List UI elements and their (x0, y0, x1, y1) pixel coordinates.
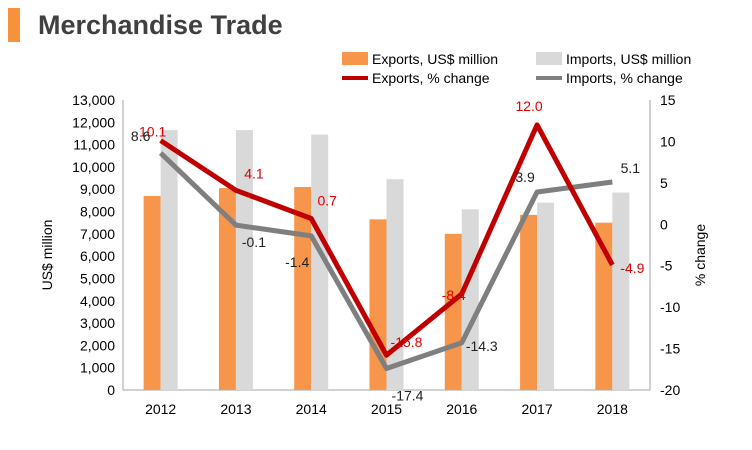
exports-bar (143, 195, 161, 390)
y-tick-label: 6,000 (80, 248, 115, 264)
y2-tick-label: 15 (660, 92, 676, 108)
exports-change-label: -4.9 (620, 260, 644, 276)
legend-label-exports-bar: Exports, US$ million (372, 51, 498, 67)
legend-label-imports-line: Imports, % change (566, 70, 683, 86)
imports-change-label: -0.1 (242, 234, 266, 250)
exports-change-label: -8.4 (442, 287, 466, 303)
x-tick-label: 2017 (521, 401, 552, 417)
y-tick-label: 13,000 (72, 92, 115, 108)
y-tick-label: 11,000 (73, 137, 115, 153)
x-tick-label: 2013 (220, 401, 251, 417)
y-tick-label: 5,000 (80, 270, 115, 286)
x-tick-label: 2018 (597, 401, 628, 417)
y-tick-label: 1,000 (80, 360, 115, 376)
page-title: Merchandise Trade (38, 10, 283, 40)
y2-tick-label: 10 (660, 133, 676, 149)
y2-tick-label: -15 (660, 341, 680, 357)
y-tick-label: 0 (107, 382, 115, 398)
imports-bar (386, 179, 404, 390)
legend-label-exports-line: Exports, % change (372, 70, 490, 86)
legend-label-imports-bar: Imports, US$ million (566, 51, 691, 67)
imports-bar (612, 192, 630, 390)
imports-bar (311, 134, 329, 390)
imports-change-label: 8.6 (131, 128, 151, 144)
exports-bar (218, 188, 236, 390)
y-tick-label: 3,000 (80, 315, 115, 331)
imports-bar (160, 130, 178, 390)
imports-change-label: 5.1 (621, 160, 641, 176)
y-tick-label: 4,000 (80, 293, 115, 309)
x-tick-label: 2014 (296, 401, 327, 417)
y2-tick-label: 5 (660, 175, 668, 191)
imports-bar (537, 202, 555, 390)
legend-swatch-imports-bar (536, 52, 562, 65)
title-accent-bar (8, 8, 20, 42)
legend-swatch-exports-bar (342, 52, 368, 65)
x-tick-label: 2015 (371, 401, 402, 417)
x-tick-label: 2016 (446, 401, 477, 417)
exports-change-label: 0.7 (317, 192, 337, 208)
y2-tick-label: -10 (660, 299, 680, 315)
exports-bar (444, 233, 462, 390)
imports-change-label: -17.4 (392, 387, 424, 403)
exports-change-label: 12.0 (515, 98, 542, 114)
y-tick-label: 2,000 (80, 337, 115, 353)
exports-change-label: 4.1 (244, 165, 264, 181)
imports-change-line (158, 151, 613, 371)
y2-tick-label: -20 (660, 382, 680, 398)
imports-bar (461, 209, 479, 390)
y-axis-title: US$ million (39, 220, 55, 291)
y-tick-label: 8,000 (80, 204, 115, 220)
y-tick-label: 12,000 (72, 114, 115, 130)
exports-bar (520, 214, 538, 390)
imports-change-label: 3.9 (515, 169, 535, 185)
y-tick-label: 7,000 (80, 226, 115, 242)
exports-change-label: -15.8 (391, 334, 423, 350)
exports-change-label: 10.1 (139, 124, 166, 140)
imports-change-label: -14.3 (466, 338, 498, 354)
imports-change-label: -1.4 (285, 254, 309, 270)
x-tick-label: 2012 (145, 401, 176, 417)
y2-axis-title: % change (692, 224, 708, 286)
exports-change-line (159, 122, 615, 358)
exports-bar (595, 222, 613, 390)
y2-tick-label: 0 (660, 216, 668, 232)
y-tick-label: 10,000 (72, 159, 115, 175)
y-tick-label: 9,000 (80, 181, 115, 197)
y2-tick-label: -5 (660, 258, 673, 274)
